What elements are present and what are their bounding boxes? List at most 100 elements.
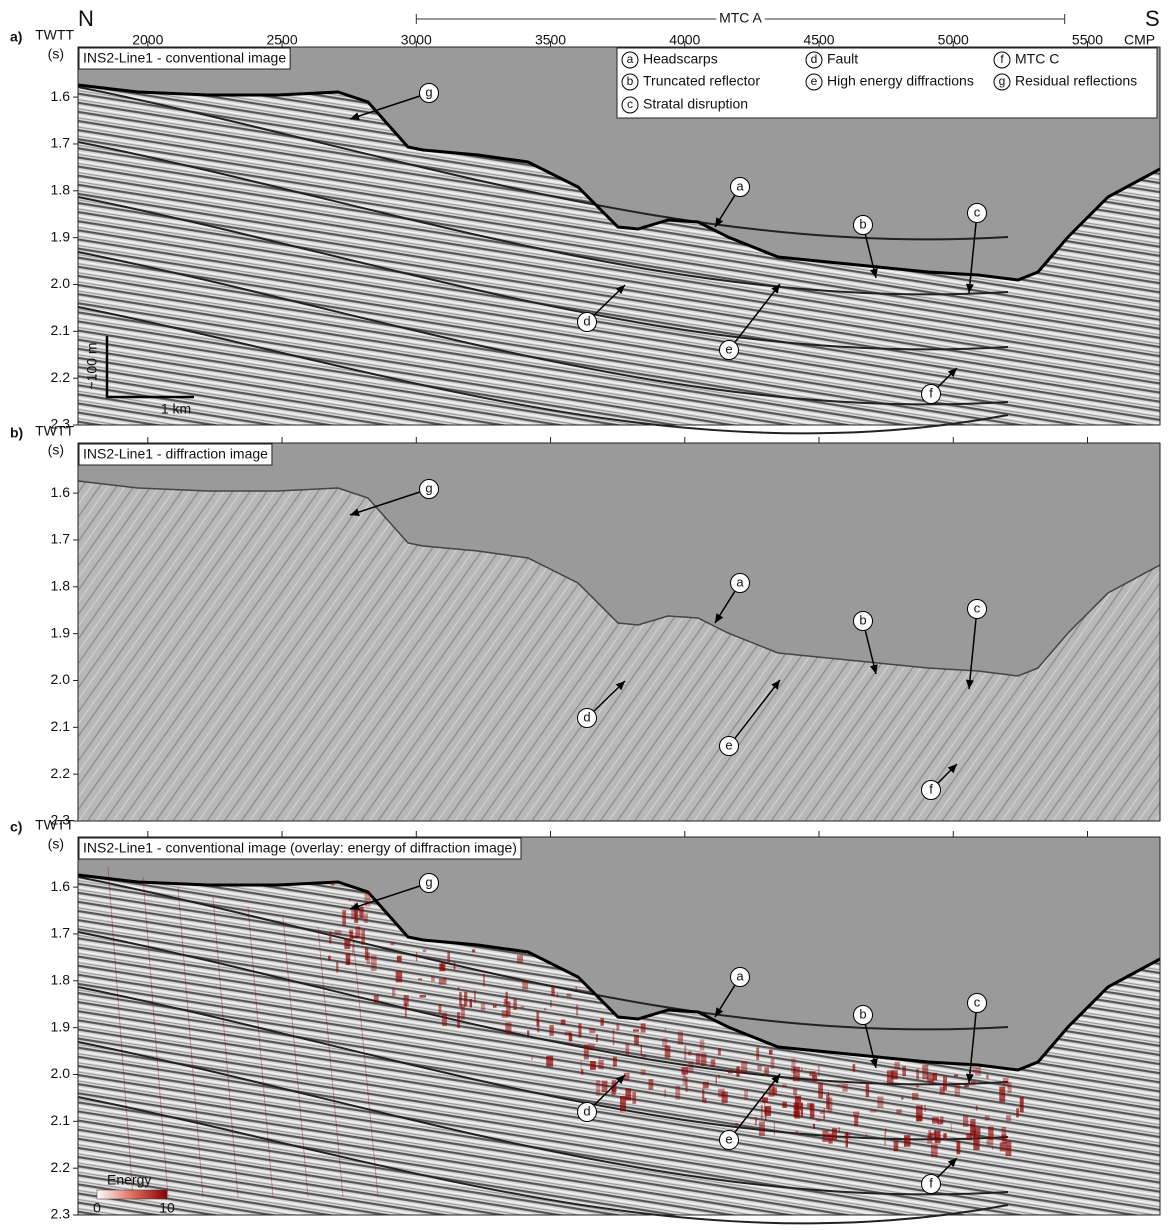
panel-tag: b) xyxy=(10,425,23,441)
energy-spot xyxy=(811,1074,818,1082)
energy-streak xyxy=(247,906,274,1198)
energy-spot xyxy=(564,1031,571,1036)
colorbar xyxy=(96,1189,168,1200)
energy-spot xyxy=(962,1115,969,1127)
y-tick-label: 2.0 xyxy=(51,275,71,291)
legend-text: Fault xyxy=(827,51,858,67)
legend-key: g xyxy=(999,74,1006,88)
energy-spot xyxy=(438,978,445,985)
energy-spot xyxy=(520,1006,525,1009)
y-axis-label: (s) xyxy=(48,836,64,852)
energy-spot xyxy=(931,1117,939,1124)
title-box xyxy=(78,47,291,70)
energy-spot xyxy=(560,1019,566,1025)
y-tick-label: 1.8 xyxy=(51,578,71,594)
arrow-head xyxy=(869,1058,878,1068)
energy-spot xyxy=(934,1130,941,1144)
callout-letter: a xyxy=(736,178,744,193)
colorbar-title: Energy xyxy=(107,1172,151,1188)
callout-arrow xyxy=(968,618,977,690)
arrow-head xyxy=(947,368,957,378)
energy-spot xyxy=(334,930,342,936)
energy-spot xyxy=(896,1109,902,1114)
energy-spot xyxy=(860,1079,862,1085)
energy-spot xyxy=(551,986,555,996)
legend-text: MTC C xyxy=(1015,51,1059,67)
energy-spot xyxy=(568,1032,573,1042)
energy-spot xyxy=(916,1083,920,1088)
energy-spot xyxy=(704,1097,707,1104)
y-tick-label: 1.7 xyxy=(51,925,71,941)
energy-spot xyxy=(975,1105,978,1111)
energy-spot xyxy=(768,1084,775,1097)
energy-spot xyxy=(791,1058,796,1074)
arrow-head xyxy=(350,508,360,516)
panel-tag: a) xyxy=(10,29,22,45)
energy-spot xyxy=(992,1146,994,1150)
callout-arrow xyxy=(349,491,420,516)
energy-spot xyxy=(964,1084,969,1088)
energy-spot xyxy=(625,1088,632,1101)
energy-spot xyxy=(531,1056,533,1061)
energy-spot xyxy=(700,1053,707,1066)
callout-circle xyxy=(719,1130,739,1150)
energy-spot xyxy=(641,1054,647,1058)
energy-spot xyxy=(794,1095,802,1111)
legend-box xyxy=(616,47,1158,119)
legend-key: d xyxy=(811,52,818,66)
energy-spot xyxy=(1006,1115,1012,1121)
energy-spot xyxy=(675,1085,681,1100)
energy-streak xyxy=(352,936,379,1198)
energy-spot xyxy=(853,1111,860,1116)
callout-circle xyxy=(730,177,750,197)
energy-spot xyxy=(396,955,402,962)
subsurface xyxy=(78,481,1160,821)
energy-spot xyxy=(721,1091,728,1103)
panel-title: INS2-Line1 - diffraction image xyxy=(83,446,268,462)
energy-spot xyxy=(809,1071,816,1077)
energy-spot xyxy=(916,1115,922,1122)
energy-spot xyxy=(972,1065,975,1073)
legend-circle xyxy=(621,51,639,69)
panel-title: INS2-Line1 - conventional image (overlay… xyxy=(83,840,517,856)
energy-spot xyxy=(916,1068,920,1080)
energy-spot xyxy=(390,941,395,946)
energy-spot xyxy=(782,1101,787,1108)
scale-horizontal: 1 km xyxy=(161,401,191,417)
callout-circle xyxy=(967,993,987,1013)
panel-frame xyxy=(77,442,1161,822)
y-tick-label: 2.0 xyxy=(51,1065,71,1081)
seafloor xyxy=(77,480,1161,677)
energy-spot xyxy=(349,931,353,939)
energy-spot xyxy=(999,1142,1006,1152)
energy-spot xyxy=(823,1107,825,1120)
energy-spot xyxy=(612,1056,617,1067)
energy-spot xyxy=(457,1012,461,1028)
panel: INS2-Line1 - conventional image (overlay… xyxy=(10,817,1161,1225)
energy-spot xyxy=(370,955,377,972)
energy-spot xyxy=(575,986,578,992)
energy-spot xyxy=(974,1066,982,1076)
callout-letter: a xyxy=(736,968,744,983)
energy-spot xyxy=(986,1074,989,1080)
energy-spot xyxy=(590,1060,596,1070)
energy-spot xyxy=(580,1069,584,1075)
energy-spot xyxy=(717,1048,721,1056)
energy-spot xyxy=(822,1130,829,1142)
energy-spot xyxy=(640,1044,642,1055)
energy-spot xyxy=(662,1038,668,1048)
energy-spot xyxy=(781,1084,787,1088)
title-box xyxy=(78,443,273,466)
callout-letter: f xyxy=(929,781,933,796)
energy-spot xyxy=(885,1128,887,1134)
energy-spot xyxy=(505,1022,512,1035)
energy-spot xyxy=(361,929,366,945)
energy-spot xyxy=(764,1105,772,1117)
energy-spot xyxy=(927,1133,933,1144)
y-tick-label: 2.1 xyxy=(51,718,71,734)
energy-spot xyxy=(854,1115,859,1127)
callout-circle xyxy=(719,736,739,756)
arrow-head xyxy=(947,1158,957,1168)
callout-letter: e xyxy=(725,1131,732,1146)
y-tick-label: 1.9 xyxy=(51,228,71,244)
